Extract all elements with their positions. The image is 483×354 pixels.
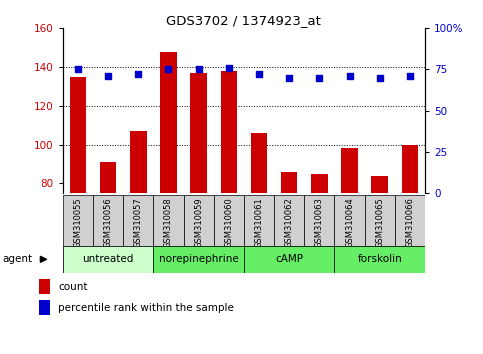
- Text: norepinephrine: norepinephrine: [159, 254, 239, 264]
- FancyBboxPatch shape: [244, 195, 274, 246]
- FancyBboxPatch shape: [244, 246, 334, 273]
- Point: [74, 67, 82, 72]
- Bar: [100, 162, 116, 193]
- Text: GSM310066: GSM310066: [405, 197, 414, 248]
- Text: GSM310064: GSM310064: [345, 197, 354, 248]
- FancyBboxPatch shape: [304, 195, 334, 246]
- Point: [376, 75, 384, 81]
- Bar: [221, 71, 237, 193]
- Bar: [70, 77, 86, 193]
- Text: GSM310059: GSM310059: [194, 197, 203, 248]
- Text: cAMP: cAMP: [275, 254, 303, 264]
- Bar: [311, 173, 327, 193]
- Text: GSM310065: GSM310065: [375, 197, 384, 248]
- FancyBboxPatch shape: [274, 195, 304, 246]
- Title: GDS3702 / 1374923_at: GDS3702 / 1374923_at: [167, 14, 321, 27]
- Text: count: count: [58, 282, 87, 292]
- Point: [346, 73, 354, 79]
- Point: [104, 73, 112, 79]
- Bar: [341, 148, 358, 193]
- Text: GSM310061: GSM310061: [255, 197, 264, 248]
- Text: GSM310055: GSM310055: [73, 197, 83, 248]
- Text: forskolin: forskolin: [357, 254, 402, 264]
- Bar: [190, 73, 207, 193]
- Bar: [281, 172, 298, 193]
- Point: [285, 75, 293, 81]
- FancyBboxPatch shape: [213, 195, 244, 246]
- Point: [195, 67, 202, 72]
- FancyBboxPatch shape: [93, 195, 123, 246]
- Text: agent: agent: [2, 254, 32, 264]
- Text: GSM310056: GSM310056: [103, 197, 113, 248]
- FancyBboxPatch shape: [123, 195, 154, 246]
- Text: GSM310057: GSM310057: [134, 197, 143, 248]
- FancyBboxPatch shape: [334, 195, 365, 246]
- Text: GSM310063: GSM310063: [315, 197, 324, 248]
- FancyBboxPatch shape: [154, 246, 244, 273]
- Text: GSM310062: GSM310062: [284, 197, 294, 248]
- Point: [134, 72, 142, 77]
- Bar: [160, 52, 177, 193]
- FancyBboxPatch shape: [365, 195, 395, 246]
- Text: GSM310058: GSM310058: [164, 197, 173, 248]
- Bar: [39, 300, 50, 315]
- Bar: [130, 131, 146, 193]
- Bar: [371, 176, 388, 193]
- Bar: [39, 279, 50, 294]
- Text: untreated: untreated: [83, 254, 134, 264]
- Point: [406, 73, 414, 79]
- FancyBboxPatch shape: [63, 195, 93, 246]
- Text: percentile rank within the sample: percentile rank within the sample: [58, 303, 234, 313]
- FancyBboxPatch shape: [63, 246, 154, 273]
- Point: [165, 67, 172, 72]
- Point: [315, 75, 323, 81]
- FancyBboxPatch shape: [395, 195, 425, 246]
- FancyBboxPatch shape: [184, 195, 213, 246]
- Point: [225, 65, 233, 71]
- Bar: [251, 133, 267, 193]
- Text: GSM310060: GSM310060: [224, 197, 233, 248]
- FancyBboxPatch shape: [154, 195, 184, 246]
- Point: [255, 72, 263, 77]
- FancyBboxPatch shape: [334, 246, 425, 273]
- Bar: [402, 144, 418, 193]
